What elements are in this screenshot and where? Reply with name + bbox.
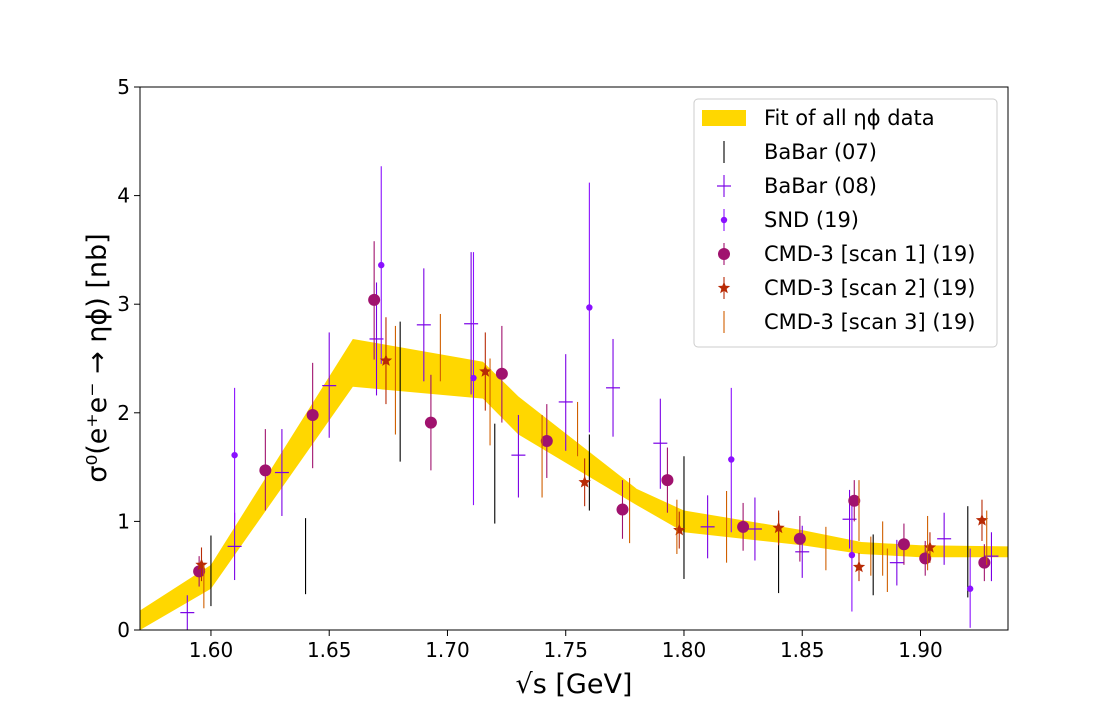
legend-handle-marker-4 — [718, 248, 730, 260]
legend-entry-0: Fit of all ηϕ data — [702, 106, 935, 130]
x-tick-label-3: 1.75 — [543, 638, 588, 662]
point-cmd3_scan2-5 — [772, 521, 785, 534]
legend-label-6: CMD-3 [scan 3] (19) — [764, 310, 975, 334]
legend-entry-4: CMD-3 [scan 1] (19) — [718, 242, 975, 266]
legend-entry-3: SND (19) — [720, 208, 859, 232]
legend-entry-1: BaBar (07) — [723, 140, 877, 164]
y-tick-label-3: 3 — [117, 292, 130, 316]
legend-label-4: CMD-3 [scan 1] (19) — [764, 242, 975, 266]
point-cmd3_scan1-3 — [368, 293, 381, 306]
point-cmd3_scan1-5 — [495, 367, 508, 380]
legend-entry-2: BaBar (08) — [717, 174, 877, 198]
x-tick-label-4: 1.80 — [662, 638, 707, 662]
x-axis-label: √s [GeV] — [516, 669, 633, 700]
point-cmd3_scan1-11 — [848, 494, 861, 507]
series-babar07 — [210, 321, 969, 607]
y-tick-label-4: 4 — [117, 184, 130, 208]
point-cmd3_scan2-3 — [578, 475, 591, 488]
point-snd-1 — [378, 261, 385, 269]
series-cmd3_scan3 — [203, 313, 988, 609]
plot-area — [140, 166, 1008, 630]
point-cmd3_scan1-1 — [259, 464, 272, 477]
fit-band-layer — [140, 338, 1008, 630]
point-snd-5 — [848, 551, 856, 559]
x-tick-label-5: 1.85 — [780, 638, 825, 662]
point-cmd3_scan1-6 — [540, 435, 553, 448]
point-cmd3_scan1-13 — [919, 552, 932, 565]
legend-entry-5: CMD-3 [scan 2] (19) — [717, 276, 975, 300]
legend-items: Fit of all ηϕ data BaBar (07) BaBar (08) SN… — [702, 106, 975, 334]
x-tick-label-1: 1.65 — [307, 638, 352, 662]
point-cmd3_scan1-9 — [737, 520, 750, 533]
point-cmd3_scan1-8 — [661, 474, 674, 487]
point-snd-2 — [470, 374, 477, 382]
point-snd-4 — [728, 456, 735, 463]
point-cmd3_scan2-6 — [852, 560, 866, 573]
x-tick-label-0: 1.60 — [189, 638, 234, 662]
fit-band — [140, 338, 1008, 630]
y-tick-label-2: 2 — [117, 401, 130, 425]
series-cmd3_scan2 — [195, 317, 989, 582]
point-cmd3_scan1-12 — [897, 538, 910, 551]
point-snd-3 — [586, 304, 593, 311]
legend-handle-marker-5 — [717, 281, 731, 294]
point-cmd3_scan1-10 — [793, 532, 806, 545]
point-cmd3_scan2-0 — [195, 558, 208, 571]
point-snd-6 — [966, 585, 974, 592]
legend-label-2: BaBar (08) — [764, 174, 877, 198]
legend-handle-marker-3 — [720, 216, 728, 224]
point-cmd3_scan2-1 — [379, 354, 393, 366]
point-cmd3_scan2-8 — [975, 513, 989, 526]
y-tick-label-0: 0 — [117, 618, 130, 642]
series-snd — [231, 166, 974, 628]
x-tick-label-6: 1.90 — [898, 638, 943, 662]
plot-frame — [139, 86, 1009, 631]
legend-handle-fit — [702, 110, 746, 126]
point-cmd3_scan1-7 — [616, 503, 629, 516]
point-snd-0 — [231, 451, 238, 459]
point-cmd3_scan1-14 — [978, 556, 991, 569]
y-axis-label: σ⁰(e⁺e⁻ → ηϕ) [nb] — [82, 233, 113, 482]
legend-box — [693, 98, 998, 348]
y-tick-label-1: 1 — [117, 509, 130, 533]
data-series-layer — [180, 166, 999, 630]
point-cmd3_scan1-0 — [193, 565, 206, 578]
point-cmd3_scan2-2 — [479, 365, 492, 377]
legend-entry-6: CMD-3 [scan 3] (19) — [723, 310, 975, 334]
point-cmd3_scan2-7 — [923, 540, 937, 553]
series-cmd3_scan1 — [193, 241, 991, 587]
y-tick-label-5: 5 — [117, 75, 130, 99]
point-cmd3_scan1-2 — [306, 408, 319, 421]
legend: Fit of all ηϕ data BaBar (07) BaBar (08) SN… — [693, 98, 998, 348]
point-cmd3_scan1-4 — [424, 416, 437, 429]
x-tick-label-2: 1.70 — [425, 638, 470, 662]
point-cmd3_scan2-4 — [673, 523, 686, 536]
legend-label-0: Fit of all ηϕ data — [764, 106, 935, 130]
legend-label-5: CMD-3 [scan 2] (19) — [764, 276, 975, 300]
legend-label-3: SND (19) — [764, 208, 859, 232]
x-axis: 1.60 1.65 1.70 1.75 1.80 1.85 1.90 — [189, 630, 943, 662]
legend-label-1: BaBar (07) — [764, 140, 877, 164]
y-axis: 0 1 2 3 4 5 — [117, 75, 140, 642]
